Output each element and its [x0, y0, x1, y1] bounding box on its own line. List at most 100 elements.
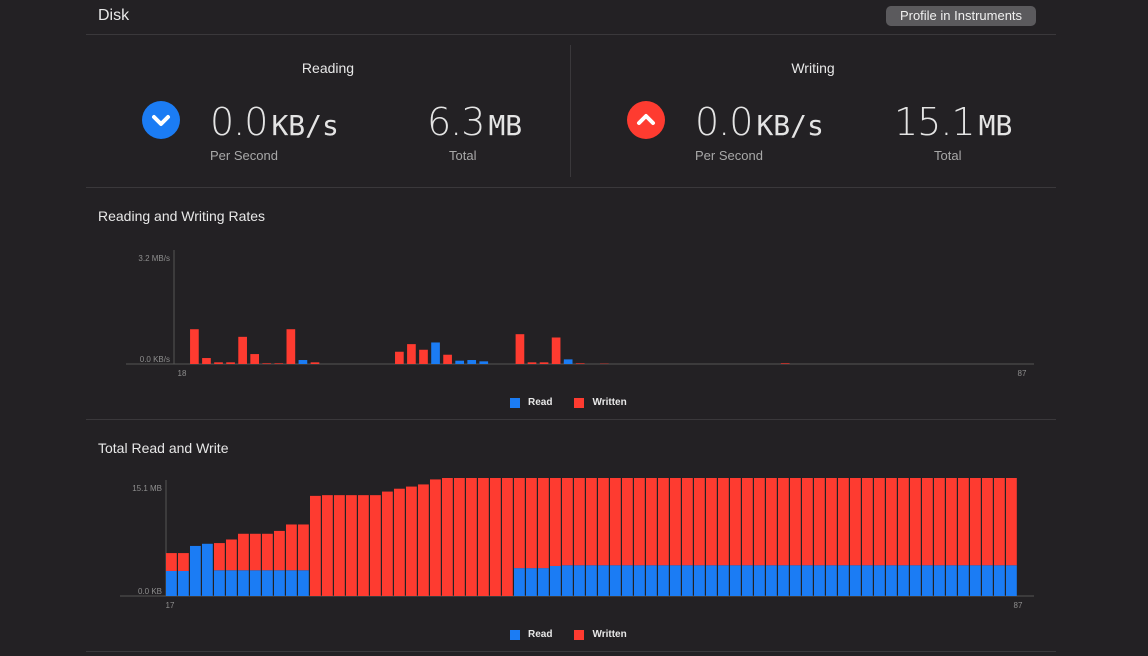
bar-written — [934, 478, 945, 566]
bar-written — [874, 478, 885, 566]
bar-written — [706, 478, 717, 566]
bar-read — [970, 565, 981, 596]
bar-read — [226, 570, 237, 596]
bar-written — [515, 334, 525, 364]
bottom-divider — [86, 651, 1056, 652]
bar-written — [310, 362, 320, 364]
bar-written — [310, 495, 321, 596]
rates-legend: Read Written — [510, 397, 627, 408]
bar-read — [467, 360, 477, 364]
bar-written — [562, 478, 573, 566]
bar-written — [910, 478, 921, 566]
bar-read — [862, 565, 873, 596]
bar-read — [814, 565, 825, 596]
bar-written — [802, 478, 813, 566]
y-tick-label-min: 0.0 KB — [138, 587, 162, 596]
bar-written — [946, 478, 957, 566]
bar-written — [190, 329, 199, 364]
legend-read-label: Read — [528, 629, 553, 640]
bar-written — [574, 478, 585, 566]
bar-read — [826, 565, 837, 596]
bar-written — [778, 478, 789, 566]
bar-written — [598, 478, 609, 566]
bar-read — [838, 565, 849, 596]
bar-read — [166, 570, 177, 596]
profile-in-instruments-button[interactable]: Profile in Instruments — [886, 6, 1036, 26]
bar-written — [202, 358, 211, 364]
panel-divider — [570, 45, 571, 177]
bar-written — [214, 362, 223, 364]
bar-written — [274, 530, 285, 571]
bar-written — [634, 478, 645, 566]
bar-written — [886, 478, 897, 566]
writing-total-label: Total — [934, 148, 962, 163]
bar-read — [946, 565, 957, 596]
bar-read — [586, 565, 597, 596]
bar-written — [862, 478, 873, 566]
bar-read — [622, 565, 633, 596]
bar-read — [694, 565, 705, 596]
bar-read — [562, 565, 573, 596]
writing-total-value: 15.1 MB — [894, 100, 1013, 144]
bar-read — [682, 565, 693, 596]
bar-written — [238, 336, 247, 364]
legend-written-swatch — [574, 397, 585, 408]
bar-written — [970, 478, 981, 566]
bar-read — [766, 565, 777, 596]
bar-written — [430, 479, 441, 596]
bar-written — [226, 539, 237, 571]
bar-written — [358, 495, 369, 596]
bar-written — [682, 478, 693, 566]
bar-read — [670, 565, 681, 596]
bar-read — [982, 565, 993, 596]
totals-legend: Read Written — [510, 629, 627, 640]
x-tick-label-end: 87 — [1018, 369, 1027, 378]
bar-written — [346, 495, 357, 596]
bar-written — [214, 543, 225, 571]
bar-written — [442, 478, 453, 596]
window-title: Disk — [98, 7, 130, 24]
bar-read — [958, 565, 969, 596]
bar-written — [527, 362, 537, 364]
bar-read — [898, 565, 909, 596]
chevron-down-icon — [142, 101, 180, 139]
bar-written — [286, 524, 297, 571]
x-tick-label-end: 87 — [1014, 601, 1023, 610]
writing-rate-value: 0.0 KB/s — [695, 100, 824, 144]
bar-written — [780, 363, 790, 364]
legend-written-label: Written — [592, 629, 627, 640]
bar-read — [538, 568, 549, 596]
bar-written — [166, 553, 177, 571]
bar-written — [334, 495, 345, 596]
bar-written — [646, 478, 657, 566]
bar-written — [418, 484, 429, 596]
bar-read — [742, 565, 753, 596]
bar-written — [262, 363, 272, 364]
bar-read — [730, 565, 741, 596]
bar-written — [766, 478, 777, 566]
bar-written — [922, 478, 933, 566]
bar-read — [214, 570, 225, 596]
bar-written — [742, 478, 753, 566]
bar-written — [1006, 478, 1017, 566]
bar-written — [754, 478, 765, 566]
rates-chart: 3.2 MB/s 0.0 KB/s 18 87 — [126, 250, 1034, 378]
reading-rate-value: 0.0 KB/s — [210, 100, 339, 144]
bar-read — [718, 565, 729, 596]
bar-written — [790, 478, 801, 566]
y-tick-label-min: 0.0 KB/s — [140, 355, 170, 364]
chart-divider — [86, 419, 1056, 420]
rates-chart-title: Reading and Writing Rates — [98, 208, 266, 224]
bar-read — [202, 543, 213, 596]
bar-written — [575, 363, 585, 364]
bar-read — [431, 342, 440, 364]
bar-read — [910, 565, 921, 596]
bar-written — [466, 478, 477, 596]
bar-read — [754, 565, 765, 596]
bar-read — [934, 565, 945, 596]
bar-read — [526, 568, 537, 596]
legend-written-label: Written — [592, 397, 627, 408]
bar-written — [538, 478, 549, 569]
chevron-up-icon — [627, 101, 665, 139]
bar-written — [730, 478, 741, 566]
